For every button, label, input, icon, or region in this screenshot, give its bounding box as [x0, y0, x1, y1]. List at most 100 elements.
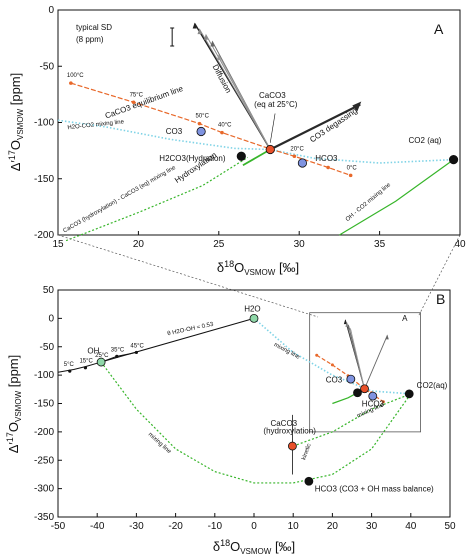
data-point [96, 357, 106, 367]
temperature-label: 0°C [347, 165, 358, 171]
equilibrium-point [348, 173, 353, 178]
zoom-connector-right [417, 234, 461, 318]
data-point [249, 313, 259, 323]
data-point [297, 158, 308, 168]
h2o-co2-mixing-line [57, 119, 454, 164]
caco3-mixing-label: CaCO3 (hydroxylation) - CaCO3 (eq) mixin… [62, 165, 177, 235]
panel-a: 15 20 25 30 35 40 0 -50 -100 -150 -200 100°C 75°C 5… [7, 5, 466, 277]
panel-a-x-ticks: 15 20 25 30 35 40 [52, 231, 466, 250]
arrow-head [348, 327, 352, 333]
arrow-head [210, 40, 215, 47]
inset-equilibrium-point [381, 400, 385, 404]
caco3-eq-label: (eq at 25°C) [254, 100, 298, 109]
x-tick-label: 20 [327, 521, 339, 532]
x-tick-label: 20 [133, 239, 145, 250]
typical-sd-label-1: typical SD [76, 23, 112, 32]
panel-b-y-ticks: 50 0 -50 -100 -150 -200 -250 -300 -350 [34, 285, 62, 523]
panel-a-marks: 100°C 75°C 50°C 40°C 20°C 0°C Diffusion CaCO3(e… [57, 22, 459, 242]
arrow-head [216, 54, 221, 60]
temperature-label: 25°C [95, 353, 109, 359]
temperature-point [83, 366, 88, 370]
temperature-point [134, 350, 138, 355]
y-tick-label: -200 [34, 230, 54, 241]
h2o-co2-mixing-line [253, 317, 411, 395]
panel-b-x-axis-label: δ18OVSMOW [‰] [213, 538, 295, 556]
equilibrium-point [197, 121, 202, 126]
x-tick-label: 40 [405, 521, 417, 532]
y-tick-label: -150 [34, 174, 54, 185]
x-tick-label: 30 [366, 521, 378, 532]
h2o-label: H2O [244, 305, 260, 314]
y-tick-label: 0 [48, 313, 54, 324]
y-tick-label: -200 [34, 427, 54, 438]
co3-degassing-label: CO3 degassing [308, 106, 359, 144]
caco3-hydroxylation-label: CaCO3 [270, 419, 297, 428]
data-point [265, 144, 275, 155]
temperature-label: 15°C [79, 359, 93, 365]
temperature-point [115, 354, 119, 358]
y-tick-label: -100 [34, 370, 54, 381]
hydroxylation-line [242, 148, 271, 167]
inset-box [309, 312, 421, 433]
y-tick-label: 50 [43, 285, 55, 296]
temperature-label: 75°C [130, 92, 144, 98]
data-point [196, 126, 206, 137]
hco3-label: HCO3 [315, 154, 338, 163]
equilibrium-point [292, 154, 297, 159]
y-tick-label: -350 [34, 512, 54, 523]
y-tick-label: -250 [34, 455, 54, 466]
data-point [360, 384, 369, 394]
caco3-hydroxylation-label: (hydroxylation) [263, 427, 316, 436]
arrow-head [352, 101, 362, 112]
diffusion-arrow [218, 54, 271, 150]
data-point [368, 391, 378, 401]
diffusion-arrow [199, 28, 271, 150]
data-point [304, 476, 314, 486]
temperature-label: 40°C [218, 123, 232, 129]
co3-label: CO3 [326, 376, 343, 385]
data-point [448, 155, 459, 165]
x-tick-label: -20 [168, 521, 183, 532]
caco3-eq-leader [269, 113, 276, 143]
arrow-head [192, 22, 197, 29]
x-tick-label: -50 [51, 521, 66, 532]
caco3-eq-label: CaCO3 [259, 91, 286, 100]
temperature-label: 35°C [111, 347, 125, 353]
mixing-line-label: mixing line [273, 342, 301, 361]
panel-a-letter: A [434, 21, 444, 37]
data-point [346, 374, 356, 384]
y-tick-label: -50 [40, 342, 55, 353]
x-tick-label: 35 [374, 239, 386, 250]
mixing-line-label: mixing line [147, 432, 173, 456]
data-point [236, 151, 246, 161]
temperature-label: 20°C [290, 146, 304, 152]
x-tick-label: 25 [213, 239, 225, 250]
inset-arrow [349, 328, 365, 389]
y-tick-label: -50 [40, 61, 55, 72]
inset-letter: A [402, 314, 408, 323]
kinetic-mixing-line [292, 393, 412, 447]
inset-arrow [364, 335, 388, 389]
theta-label: θ H2O-OH = 0.53 [167, 322, 215, 338]
x-tick-label: 40 [454, 239, 466, 250]
x-tick-label: -40 [90, 521, 105, 532]
panel-b-x-ticks: -50 -40 -30 -20 -10 0 10 20 30 40 50 [51, 513, 456, 532]
theta-line [100, 317, 255, 363]
x-tick-label: -30 [129, 521, 144, 532]
h2o-co2-mixing-label: H2O-CO2 mixing line [67, 119, 125, 131]
x-tick-label: 15 [52, 239, 64, 250]
data-point [288, 441, 297, 451]
equilibrium-point [131, 100, 136, 105]
typical-sd-label-2: (8 ppm) [76, 35, 104, 44]
hco3-mass-balance-label: HCO3 (CO3 + OH mass balance) [315, 484, 434, 493]
kinetic-label: kinetic [301, 443, 312, 461]
arrow-head [346, 324, 350, 330]
co2aq-label: CO2 (aq) [409, 136, 442, 145]
co2aq-label: CO2(aq) [417, 381, 448, 390]
arrow-head [197, 28, 202, 35]
equilibrium-point [220, 130, 224, 135]
x-tick-label: 0 [251, 521, 257, 532]
temperature-label: 100°C [67, 73, 84, 79]
co3-degassing-arrow [269, 103, 361, 151]
